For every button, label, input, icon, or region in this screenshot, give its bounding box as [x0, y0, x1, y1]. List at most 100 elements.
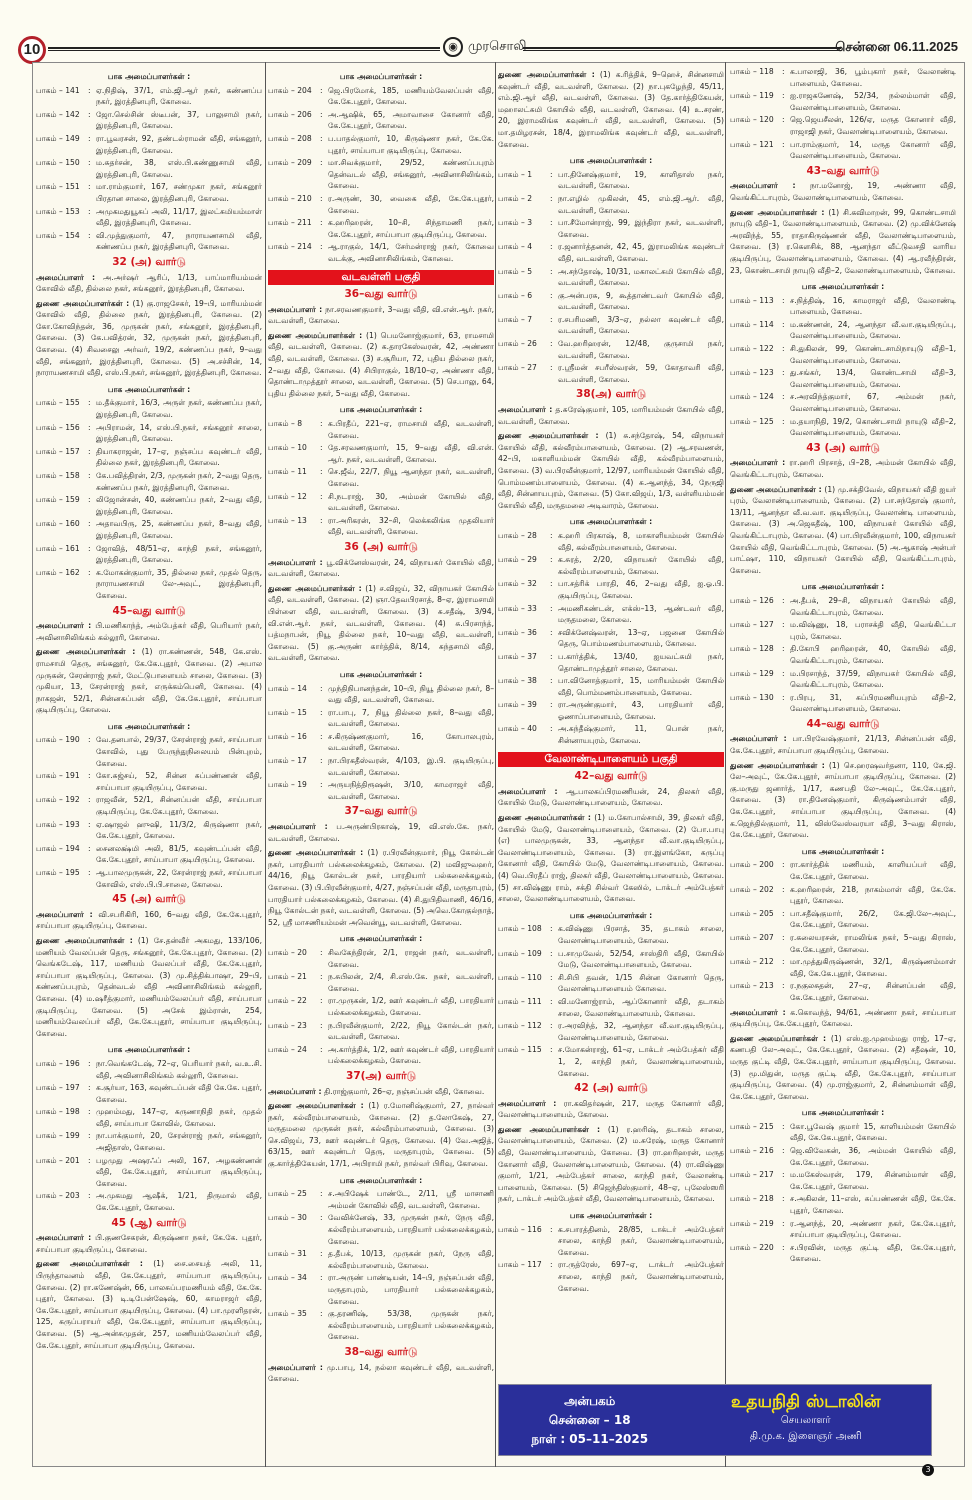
role-label: அமைப்பாளர் : [498, 405, 553, 415]
footer-name: உதயநிதி ஸ்டாலின் [730, 1392, 881, 1412]
booth-number: பாகம் – 207 [730, 932, 774, 942]
booth-number: பாகம் – 150 [36, 158, 80, 168]
booth-entry: பாகம் – 39: ரா.அருண்குமார், 43, பாரதியார்… [498, 699, 724, 722]
role-label: துணை அமைப்பாளர்கள் : [36, 1259, 143, 1269]
role-label: அமைப்பாளர் : [498, 1098, 557, 1108]
booth-entry: பாகம் – 125: ம.தயாநிதி, 19/2, கொண்டசாமி ந… [730, 416, 956, 439]
booth-entry: பாகம் – 26: வே.ஹரிஹரன், 12/48, குருசாமி ந… [498, 338, 724, 361]
column-2: பாக அமைப்பாளர்கள் : பாகம் – 204: ஜெ.பிரமோக… [268, 66, 494, 1462]
booth-number: பாகம் – 29 [498, 555, 537, 565]
booth-organizer: ஏ.நிதிஷ், 37/1, எம்.ஜி.ஆர் நகர், கண்ணப்ப… [96, 85, 262, 107]
organizer-details: பி.மணிகாந்த், அம்பேத்கர் வீதி, பெரியார் … [36, 621, 262, 642]
booth-organizer: வேவிக்னேஷ், 33, முருகன் நகர், நேரு வீதி,… [328, 1213, 494, 1246]
role-label: அமைப்பாளர் : [268, 557, 323, 567]
section-subheading: பாக அமைப்பாளர்கள் : [569, 517, 653, 527]
organizer-paragraph: துணை அமைப்பாளர்கள் : (1) ச.விஜய், 32, வி… [268, 583, 494, 664]
organizer-paragraph: துணை அமைப்பாளர்கள் : (1) கு.ராஜசேகர், 19… [36, 298, 262, 379]
role-label: அமைப்பாளர் : [36, 272, 96, 282]
booth-organizer: க.ஹரி பிரகாஷ், 8, மாகாளியம்மன் கோயில் வீ… [558, 530, 724, 552]
organizer-paragraph: அமைப்பாளர் : நா.மனோஜ், 19, அண்ணா வீதி, வ… [730, 180, 956, 203]
organizer-details: பி.குணசேகரன், கிருஷ்ணா நகர், கே.கே. புதூ… [36, 1233, 262, 1254]
organizer-paragraph: துணை அமைப்பாளர்கள் : (1) ம.கோபால்சாமி, 3… [498, 812, 724, 905]
separator: : [320, 1249, 323, 1259]
booth-organizer: அ.சுந்தீஷ்குமார், 11, பொன் நகர், சின்னாய… [558, 724, 724, 746]
booth-number: பாகம் – 190 [36, 735, 80, 745]
booth-entry: பாகம் – 28: க.ஹரி பிரகாஷ், 8, மாகாளியம்மன… [498, 530, 724, 553]
organizer-paragraph: துணை அமைப்பாளர்கள் : (1) செ.ஹரஷவர்தனா, 1… [730, 760, 956, 841]
organizer-paragraph: அமைப்பாளர் : த.சுரேஷ்குமார், 105, மாரியம… [498, 404, 724, 427]
booth-number: பாகம் – 21 [268, 972, 307, 982]
separator: : [320, 683, 323, 693]
booth-entry: பாகம் – 109: ப.சாமுவேல், 52/54, சாஸ்திரி … [498, 948, 724, 971]
separator: : [320, 242, 323, 252]
booth-organizer: க.பாலாஜி, 36, பூம்புகார் நகர், வேலாண்டி … [790, 67, 956, 88]
booth-entry: பாகம் – 108: க.விஷ்ணு பிரசாத், 35, தடாகம்… [498, 923, 724, 946]
booth-number: பாகம் – 125 [730, 416, 774, 426]
organizer-details: (1) பெமனோஜ்குமார், 63, ராமசாமி வீதி, வடவ… [268, 330, 494, 398]
booth-organizer: ஜோவித், 48/51–ஏ, காந்தி நகர், சங்கனூர், … [96, 543, 262, 565]
booth-entry: பாகம் – 38: பா.வினோத்குமார், 15, மாரியம்ம… [498, 675, 724, 698]
organizer-details: பூ.விக்னேஸ்வரன், 24, விநாயகர் கோயில் வீத… [268, 557, 494, 579]
separator: : [88, 158, 91, 168]
booth-entry: பாகம் – 217: ம.மகேஸ்வரன், 179, சின்னம்மாள… [730, 1169, 956, 1192]
booth-organizer: ப.பாதல்குமார், 10, கிருஷ்ணா நகர், கே.கே.… [328, 133, 494, 155]
separator: : [320, 515, 323, 525]
booth-organizer: ம.பிரசாந்த், 37/59, விநாயகர் கோயில் வீதி… [790, 668, 956, 690]
booth-organizer: ம.தயாநிதி, 19/2, கொண்டசாமி நாயுடு வீதி–2… [790, 416, 956, 438]
booth-organizer: ஐ.ராஜகணேஷ், 52/34, நல்லம்மாள் வீதி, வேலா… [790, 91, 956, 112]
booth-entry: பாகம் – 4: ர.ஜனார்த்தனன், 42, 45, இராமலிங… [498, 241, 724, 264]
booth-entry: பாகம் – 209: மா.சிவக்குமார், 29/52, கண்ணப… [268, 157, 494, 192]
organizer-details: (1) சை.சையத் அலி, 11, பிருந்தாவனம் வீதி,… [36, 1259, 262, 1350]
separator: : [88, 843, 91, 853]
booth-organizer: ர.பிரபு, 31, சுப்பிரமணியபுரம் வீதி–2, வே… [790, 692, 956, 714]
booth-entry: பாகம் – 202: க.ஹரிஹரன், 218, நாகம்மாள் வீ… [730, 884, 956, 907]
booth-number: பாகம் – 160 [36, 519, 80, 529]
separator: : [88, 1107, 91, 1117]
booth-number: பாகம் – 37 [498, 651, 537, 661]
section-subheading: பாக அமைப்பாளர்கள் : [569, 1211, 653, 1221]
booth-entry: பாகம் – 159: லிஜோன்சன், 40, கண்ணப்ப நகர்,… [36, 494, 262, 517]
booth-entry: பாகம் – 24: அ.கார்த்திக், 1/2, ஊர் கவுண்ட… [268, 1044, 494, 1067]
booth-organizer: அ.கார்த்திக், 1/2, ஊர் கவுண்டர் வீதி, பா… [328, 1044, 494, 1066]
organizer-details: (1) ர.பிரவீன்குமார், நியூ கோல்டன் நகர், … [268, 848, 494, 927]
booth-organizer: ரா.அரிகரன், 32–சி, லெக்கலிங்க முதலியார் … [328, 515, 494, 537]
booth-entry: பாகம் – 19: அருயநித்திரூஷன், 3/10, காமராஜ… [268, 779, 494, 802]
booth-organizer: அ.தீபக், 29–சி, விநாயகர் கோயில் வீதி, வெ… [790, 595, 956, 617]
role-label: துணை அமைப்பாளர்கள் : [730, 1033, 827, 1043]
booth-organizer: ஆ.பாலமுருகன், 22, சேரன்ராஜ் நகர், சாய்பா… [96, 868, 262, 889]
booth-entry: பாகம் – 27: ர.ஸ்ரீமன் சபரீஸ்வரன், 59, கோத… [498, 362, 724, 385]
booth-entry: பாகம் – 123: து.சங்கர், 13/4, கொண்டசாமி வ… [730, 367, 956, 390]
separator: : [320, 1189, 323, 1199]
booth-organizer: மா.முத்துகிருஷ்ணன், 32/1, கிருஷ்ணம்மாள் … [790, 957, 956, 978]
header-rule [48, 47, 440, 51]
organizer-paragraph: அமைப்பாளர் : ரா.கவிதர்ஷன், 217, மருத கோன… [498, 1098, 724, 1121]
booth-organizer: ரா.முருகன், 1/2, ஊர் கவுண்டர் வீதி, பாரத… [328, 996, 494, 1017]
booth-entry: பாகம் – 197: க.சூர்யா, 163, கவுண்டப்பன் வ… [36, 1082, 262, 1105]
ward-heading: 36–வது வார்டு [344, 288, 418, 301]
organizer-details: ரா.ஹரி பிரசாத், பி–28, அம்மன் கோயில் வீத… [730, 458, 956, 479]
booth-entry: பாகம் – 29: க.சுரத், 2/20, விநாயகர் கோயில… [498, 554, 724, 577]
organizer-paragraph: துணை அமைப்பாளர்கள் : (1) மு.சக்திவேல், வ… [730, 484, 956, 577]
booth-entry: பாகம் – 124: ச.அரவிந்த்குமார், 67, அம்மன்… [730, 391, 956, 414]
booth-number: பாகம் – 153 [36, 206, 80, 216]
booth-entry: பாகம் – 30: வேவிக்னேஷ், 33, முருகன் நகர்,… [268, 1212, 494, 1247]
booth-organizer: ரா.ருத்ரேஸ், 697–ஏ, டாக்டர் அம்பேத்கர் ச… [558, 1260, 724, 1293]
booth-entry: பாகம் – 154: வி.முத்துகுமார், 47, நாராயணச… [36, 230, 262, 253]
separator: : [550, 1260, 553, 1270]
booth-number: பாகம் – 212 [730, 957, 774, 967]
booth-number: பாகம் – 205 [730, 908, 774, 918]
booth-entry: பாகம் – 6: கு.அன்பரசு, 9, கூத்தாண்டவர் கோ… [498, 290, 724, 313]
column-4: பாகம் – 118: க.பாலாஜி, 36, பூம்புகார் நகர… [730, 66, 956, 1380]
booth-number: பாகம் – 32 [498, 579, 537, 589]
organizer-paragraph: அமைப்பாளர் : ப.அருண்பிரகாஷ், 19, வி.எஸ்.… [268, 821, 494, 844]
organizer-paragraph: துணை அமைப்பாளர்கள் : (1) ர.ஹரிஷ், தடாகம்… [498, 1124, 724, 1205]
booth-entry: பாகம் – 13: ரா.அரிகரன், 32–சி, லெக்கலிங்க… [268, 515, 494, 538]
section-subheading: பாக அமைப்பாளர்கள் : [801, 582, 885, 592]
booth-number: பாகம் – 19 [268, 780, 307, 790]
booth-organizer: க.பிரதீப், 221–ஏ, ராமசாமி வீதி, வடவள்ளி,… [328, 419, 494, 440]
booth-entry: பாகம் – 162: க.மோகன்குமார், 35, தில்லை நக… [36, 567, 262, 602]
separator: : [88, 868, 91, 877]
organizer-details: (1) ம.கோபால்சாமி, 39, திலகர் வீதி, கோயில… [498, 813, 724, 904]
booth-organizer: ச.பிரவின், மருத குட்டி வீதி, கே.கே.புதூர… [790, 1242, 956, 1264]
separator: : [550, 266, 553, 276]
